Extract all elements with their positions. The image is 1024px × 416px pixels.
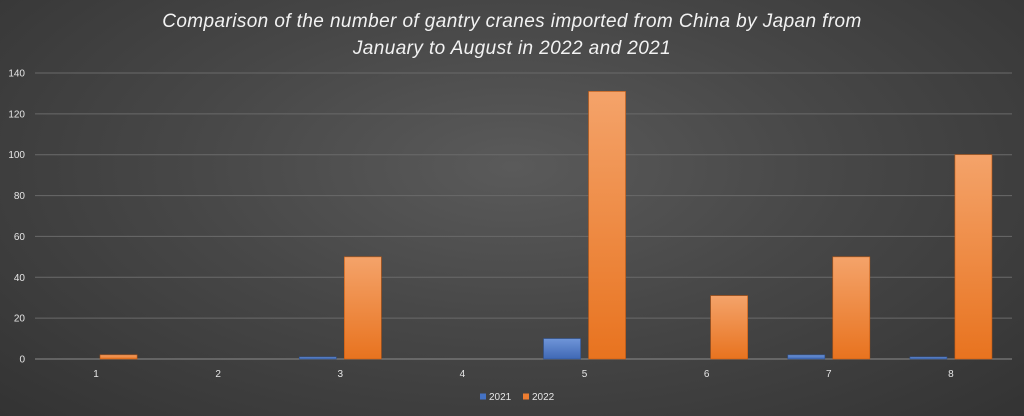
- x-tick-label: 6: [704, 369, 710, 380]
- x-tick-label: 7: [826, 369, 832, 380]
- gridlines: [35, 72, 1012, 360]
- bar-2022-cat-5: [588, 91, 626, 360]
- bars: [99, 91, 993, 360]
- bar-2022-cat-1: [99, 354, 138, 360]
- y-tick-label: 40: [14, 273, 26, 284]
- y-tick-label: 80: [14, 191, 26, 202]
- x-tick-label: 4: [460, 369, 466, 380]
- x-tick-label: 1: [93, 369, 99, 380]
- legend-swatch-2022: [523, 393, 529, 400]
- legend: 2021 2022: [480, 392, 555, 403]
- x-tick-label: 5: [582, 369, 588, 380]
- chart-title: Comparison of the number of gantry crane…: [162, 11, 862, 59]
- y-tick-label: 0: [19, 355, 25, 366]
- x-tick-label: 3: [338, 369, 344, 380]
- y-tick-label: 140: [8, 69, 25, 80]
- bar-2021-cat-5: [543, 338, 581, 360]
- bar-2022-cat-3: [344, 256, 382, 360]
- legend-label-2022: 2022: [532, 392, 555, 403]
- y-tick-label: 120: [8, 109, 25, 120]
- bar-2022-cat-6: [710, 295, 748, 360]
- legend-label-2021: 2021: [489, 392, 512, 403]
- bar-2021-cat-3: [299, 356, 337, 360]
- y-tick-label: 100: [8, 150, 25, 161]
- legend-swatch-2021: [480, 393, 486, 400]
- bar-2021-cat-7: [787, 354, 826, 360]
- x-axis-ticks: 1 2 3 4 5 6 7 8: [93, 369, 954, 380]
- bar-2022-cat-8: [954, 154, 993, 360]
- x-tick-label: 8: [948, 369, 954, 380]
- bar-2021-cat-8: [909, 356, 948, 360]
- y-tick-label: 60: [14, 232, 26, 243]
- bar-2022-cat-7: [832, 256, 871, 360]
- y-tick-label: 20: [14, 314, 26, 325]
- x-tick-label: 2: [215, 369, 221, 380]
- y-axis-ticks: 0 20 40 60 80 100 120 140: [8, 69, 25, 366]
